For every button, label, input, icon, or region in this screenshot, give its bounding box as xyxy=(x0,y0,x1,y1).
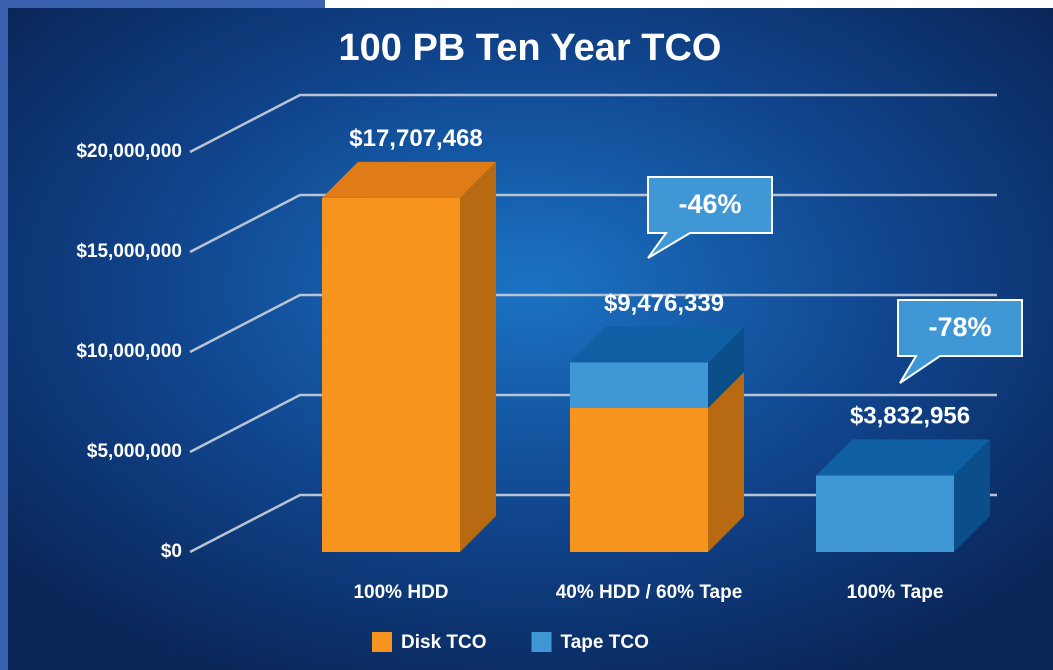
annotation: -78% xyxy=(928,312,991,342)
grid-line xyxy=(189,293,997,354)
bar xyxy=(570,362,708,408)
legend-swatch xyxy=(372,632,392,652)
annotation: -46% xyxy=(678,189,741,219)
x-tick-label: 100% Tape xyxy=(847,582,944,603)
y-tick-label: $10,000,000 xyxy=(76,341,182,362)
bar-top xyxy=(816,439,990,476)
y-tick-label: $5,000,000 xyxy=(87,441,182,462)
bar-side xyxy=(460,161,496,552)
callout xyxy=(897,299,1023,384)
chart-title: 100 PB Ten Year TCO xyxy=(339,27,722,69)
bar xyxy=(322,197,460,552)
bar-side xyxy=(954,439,990,552)
legend-label: Tape TCO xyxy=(561,632,649,653)
grid-line xyxy=(189,493,997,554)
bar xyxy=(816,475,954,552)
y-tick-label: $15,000,000 xyxy=(76,241,182,262)
bar xyxy=(570,408,708,552)
x-tick-label: 100% HDD xyxy=(353,582,448,603)
top-strip xyxy=(325,0,1053,8)
bar-side xyxy=(708,372,744,552)
callout xyxy=(647,176,773,259)
value-label: $17,707,468 xyxy=(349,125,482,152)
x-tick-label: 40% HDD / 60% Tape xyxy=(556,582,743,603)
bar-top xyxy=(570,326,744,363)
grid-line xyxy=(189,93,997,154)
y-tick-label: $20,000,000 xyxy=(76,141,182,162)
bar-top xyxy=(322,161,496,198)
y-tick-label: $0 xyxy=(161,541,182,562)
bar-side xyxy=(708,326,744,408)
value-label: $9,476,339 xyxy=(604,290,724,317)
grid-line xyxy=(189,393,997,454)
value-label: $3,832,956 xyxy=(850,403,970,430)
background xyxy=(8,8,1053,670)
legend-swatch xyxy=(531,632,552,652)
legend-label: Disk TCO xyxy=(401,632,487,653)
